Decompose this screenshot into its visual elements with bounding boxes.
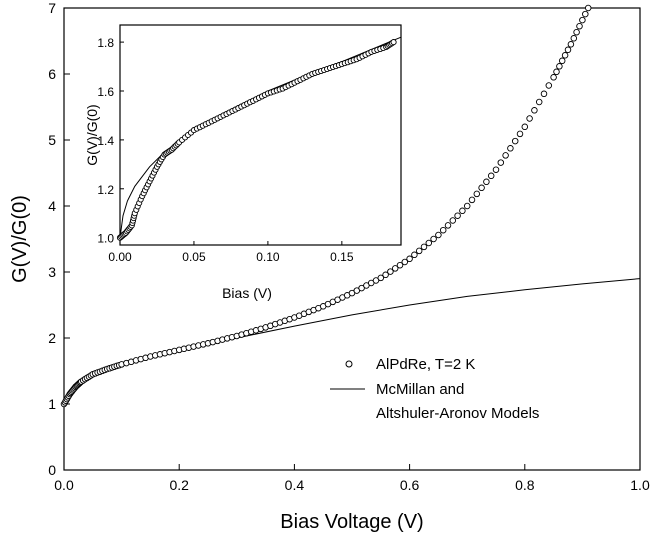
main-data-point <box>535 98 543 106</box>
main-y-tick-label: 0 <box>48 462 56 478</box>
main-data-point <box>582 10 589 18</box>
main-data-point <box>511 137 519 145</box>
main-x-tick-label: 0.0 <box>54 477 74 493</box>
main-y-tick-label: 6 <box>48 66 56 82</box>
main-data-point <box>377 274 385 282</box>
main-data-point <box>507 145 514 152</box>
main-data-point <box>579 16 586 24</box>
main-data-point <box>570 35 578 42</box>
main-data-point <box>492 166 500 173</box>
inset-y-tick-label: 1.4 <box>97 134 114 148</box>
main-y-tick-label: 7 <box>48 0 56 16</box>
legend: AlPdRe, T=2 K McMillan and Altshuler-Aro… <box>330 356 539 422</box>
main-data-point <box>454 212 461 219</box>
inset-x-tick-label: 0.00 <box>108 250 132 264</box>
main-data-point <box>473 190 481 198</box>
inset-x-tick-label: 0.10 <box>256 250 280 264</box>
main-data-point <box>401 258 409 266</box>
main-data-point <box>556 63 563 70</box>
inset-x-axis-title: Bias (V) <box>222 285 272 301</box>
main-y-tick-label: 4 <box>48 198 56 214</box>
main-data-point <box>391 265 399 272</box>
main-data-point <box>483 178 490 186</box>
main-y-tick-label: 5 <box>48 132 56 148</box>
main-data-point <box>396 261 404 269</box>
inset-data-point <box>390 39 397 46</box>
main-x-tick-label: 0.6 <box>400 477 420 493</box>
main-data-point <box>550 74 557 81</box>
main-data-point <box>564 46 572 54</box>
main-x-tick-label: 0.4 <box>285 477 305 493</box>
main-data-point <box>478 184 485 192</box>
main-data-point <box>449 217 457 224</box>
main-data-point <box>459 207 466 215</box>
main-data-point <box>372 277 380 284</box>
main-data-point <box>444 222 452 229</box>
main-data-point <box>411 251 418 259</box>
main-y-tick-label: 2 <box>48 330 56 346</box>
y-axis-title: G(V)/G(0) <box>9 195 31 283</box>
x-axis-title: Bias Voltage (V) <box>280 511 423 533</box>
main-axis-ticks: 0.0 0.2 0.4 0.6 0.8 1.0 0 1 2 3 4 5 6 7 <box>48 0 650 493</box>
legend-label-model-line2: Altshuler-Aronov Models <box>376 405 539 422</box>
main-data-point <box>576 22 583 30</box>
main-data-point <box>435 231 442 239</box>
main-data-point <box>502 152 509 159</box>
inset-series-layer <box>116 36 402 241</box>
inset-x-tick-label: 0.05 <box>182 250 206 264</box>
inset-axis-ticks: 0.00 0.05 0.10 0.15 1.0 1.2 1.4 1.6 1.8 <box>97 36 354 264</box>
main-data-point <box>521 123 529 131</box>
main-data-point <box>430 235 437 243</box>
main-y-tick-label: 3 <box>48 264 56 280</box>
main-x-tick-label: 0.8 <box>515 477 535 493</box>
main-data-point <box>540 90 548 98</box>
main-data-point <box>573 28 580 36</box>
main-data-point <box>584 4 592 12</box>
legend-label-model-line1: McMillan and <box>376 381 464 398</box>
main-data-point <box>468 196 476 204</box>
main-data-point <box>567 41 575 48</box>
main-data-point <box>545 82 553 89</box>
main-data-point <box>497 159 505 166</box>
main-data-point <box>358 284 365 292</box>
inset-y-axis-title: G(V)/G(0) <box>84 104 100 165</box>
inset-y-tick-label: 1.0 <box>97 232 114 246</box>
main-y-tick-label: 1 <box>48 396 56 412</box>
inset-y-tick-label: 1.6 <box>97 85 114 99</box>
main-plot-frame <box>63 7 641 471</box>
inset-y-tick-label: 1.8 <box>97 36 114 50</box>
main-data-point <box>406 255 413 263</box>
main-series-layer <box>60 4 641 408</box>
main-data-point <box>382 271 389 279</box>
main-model-curve <box>63 278 641 405</box>
main-data-point <box>558 57 566 65</box>
inset-x-tick-label: 0.15 <box>330 250 354 264</box>
legend-marker-circle <box>345 360 353 368</box>
main-data-point <box>387 268 394 275</box>
legend-label-data: AlPdRe, T=2 K <box>376 356 475 373</box>
main-data-point <box>425 239 433 247</box>
main-data-point <box>439 226 447 234</box>
main-data-point <box>415 247 423 255</box>
main-x-tick-label: 1.0 <box>630 477 650 493</box>
main-data-point <box>463 202 471 210</box>
main-data-point <box>531 107 538 114</box>
main-x-tick-label: 0.2 <box>169 477 189 493</box>
inset-y-tick-label: 1.2 <box>97 183 114 197</box>
main-data-point <box>526 115 533 122</box>
main-data-point <box>420 243 428 251</box>
main-data-point <box>553 68 560 76</box>
main-data-point <box>516 130 524 138</box>
main-data-point <box>561 52 569 59</box>
main-data-point <box>487 172 495 180</box>
